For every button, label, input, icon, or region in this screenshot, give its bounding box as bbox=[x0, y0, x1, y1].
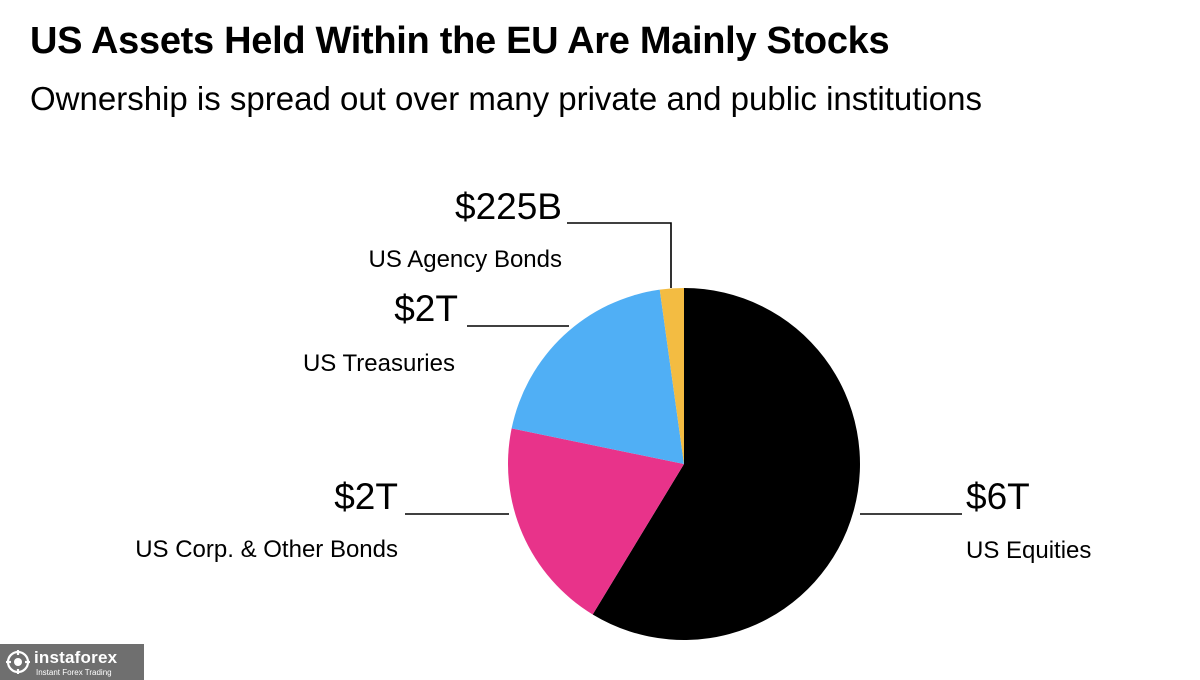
watermark-tagline: Instant Forex Trading bbox=[36, 668, 112, 677]
pie-slices bbox=[507, 288, 860, 641]
pie-slice-agency bbox=[659, 288, 684, 464]
instaforex-logo-icon bbox=[6, 650, 30, 674]
slice-label-agency: US Agency Bonds bbox=[369, 246, 562, 273]
chart-title: US Assets Held Within the EU Are Mainly … bbox=[30, 20, 890, 62]
instaforex-watermark: instaforex Instant Forex Trading bbox=[0, 644, 144, 680]
slice-value-agency: $225B bbox=[455, 186, 562, 227]
leader-line-agency bbox=[567, 222, 672, 288]
chart-subtitle: Ownership is spread out over many privat… bbox=[30, 80, 982, 117]
slice-label-treasuries: US Treasuries bbox=[303, 350, 455, 377]
slice-value-corp: $2T bbox=[334, 476, 398, 517]
slice-label-equities: US Equities bbox=[966, 537, 1091, 564]
pie-slice-equities bbox=[592, 288, 860, 641]
pie-slice-treasuries bbox=[511, 289, 684, 464]
slice-label-corp: US Corp. & Other Bonds bbox=[135, 536, 398, 563]
pie-chart: $225B US Agency Bonds $2T US Treasuries … bbox=[135, 186, 1091, 641]
watermark-name: instaforex bbox=[34, 648, 118, 667]
slice-value-treasuries: $2T bbox=[394, 288, 458, 329]
pie-slice-corp bbox=[507, 428, 684, 615]
slice-value-equities: $6T bbox=[966, 476, 1030, 517]
